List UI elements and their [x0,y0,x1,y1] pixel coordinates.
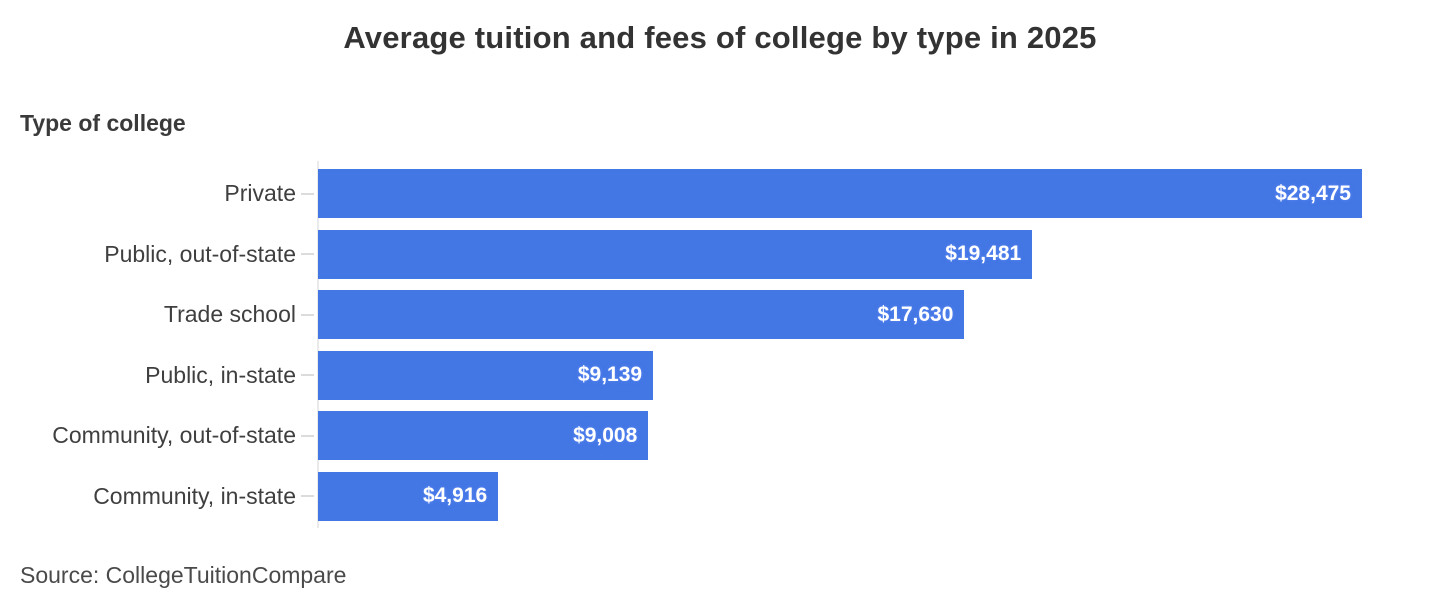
bar: $28,475 [318,169,1362,218]
axis-tick [296,495,318,498]
category-label: Community, in-state [93,482,296,509]
category-label: Community, out-of-state [52,422,296,449]
bar: $9,139 [318,350,654,400]
chart-title: Average tuition and fees of college by t… [343,20,1097,55]
tick-mark [300,434,314,437]
bar-track: $9,008 [318,411,1440,461]
tick-mark [300,253,314,256]
bar-row: Public, in-state $9,139 [0,350,1440,400]
axis-tick [296,313,318,316]
bar-row: Private $28,475 [0,169,1440,218]
value-label: $9,008 [573,423,638,447]
bar-track: $28,475 [318,169,1440,218]
y-axis-label: Type of college [20,110,186,136]
source-note: Source: CollegeTuitionCompare [20,562,347,588]
value-label: $4,916 [422,484,488,508]
bar-track: $17,630 [318,290,1440,340]
plot-area: Private $28,475 Public, out-of-state $19… [0,169,1440,521]
category-label: Trade school [163,301,296,328]
category-label: Public, out-of-state [104,240,296,267]
bar-row: Community, in-state $4,916 [0,471,1440,521]
category-label: Public, in-state [145,361,296,388]
tick-mark [300,374,314,377]
tick-mark [300,495,314,498]
value-label: $19,481 [945,242,1022,266]
axis-tick [296,434,318,437]
bar-track: $9,139 [318,350,1440,400]
axis-tick [296,253,318,256]
bar: $9,008 [318,411,649,461]
tick-mark [300,313,314,316]
value-label: $28,475 [1275,181,1351,205]
bar-row: Community, out-of-state $9,008 [0,411,1440,461]
value-label: $17,630 [877,302,954,326]
bar: $17,630 [318,290,965,340]
bar: $4,916 [318,471,499,521]
y-axis-line [317,161,319,528]
category-label: Private [224,180,296,206]
bar-track: $4,916 [318,471,1440,521]
bar-row: Public, out-of-state $19,481 [0,229,1440,279]
bar-track: $19,481 [318,229,1440,279]
axis-tick [296,374,318,377]
bar-row: Trade school $17,630 [0,290,1440,340]
bar: $19,481 [318,229,1033,279]
tick-mark [300,192,314,195]
value-label: $9,139 [577,363,643,387]
axis-tick [296,192,318,195]
